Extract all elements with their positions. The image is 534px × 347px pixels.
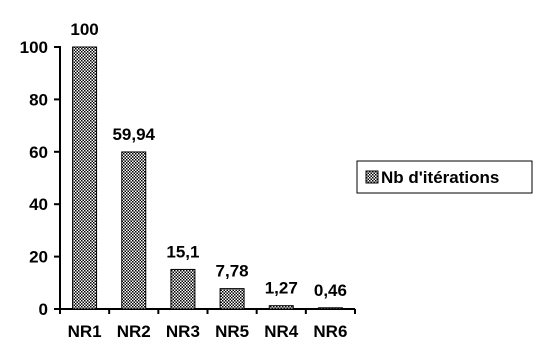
- data-label-nr4: 1,27: [265, 279, 298, 298]
- bar-nr3: [170, 268, 196, 310]
- bar-nr2: [121, 151, 147, 310]
- data-label-nr6: 0,46: [314, 281, 347, 300]
- data-label-nr1: 100: [70, 20, 98, 39]
- y-tick-label: 20: [29, 248, 48, 267]
- category-label-nr4: NR4: [264, 322, 299, 341]
- bar-nr1: [72, 46, 98, 310]
- legend-box: [356, 160, 533, 194]
- legend-swatch: [365, 170, 379, 184]
- category-label-nr3: NR3: [166, 322, 200, 341]
- category-label-nr6: NR6: [313, 322, 347, 341]
- y-tick-label: 60: [29, 143, 48, 162]
- axes: [59, 46, 356, 314]
- category-label-nr2: NR2: [117, 322, 151, 341]
- legend: Nb d'itérations: [356, 160, 533, 194]
- bars: [72, 46, 343, 310]
- y-tick-label: 40: [29, 195, 48, 214]
- data-label-nr2: 59,94: [112, 125, 155, 144]
- bar-nr4: [268, 305, 294, 310]
- category-label-nr5: NR5: [215, 322, 249, 341]
- y-axis-ticks: 0 20 40 60 80 100: [20, 38, 60, 319]
- bar-nr5: [219, 288, 245, 310]
- data-label-nr3: 15,1: [166, 242, 199, 261]
- data-labels: 100 59,94 15,1 7,78 1,27 0,46: [70, 20, 347, 300]
- bar-nr6: [317, 307, 343, 310]
- y-tick-label: 80: [29, 90, 48, 109]
- category-labels: NR1 NR2 NR3 NR5 NR4 NR6: [68, 322, 348, 341]
- category-label-nr1: NR1: [68, 322, 102, 341]
- y-tick-label: 0: [39, 300, 48, 319]
- y-tick-label: 100: [20, 38, 48, 57]
- data-label-nr5: 7,78: [216, 262, 249, 281]
- legend-label: Nb d'itérations: [381, 168, 499, 187]
